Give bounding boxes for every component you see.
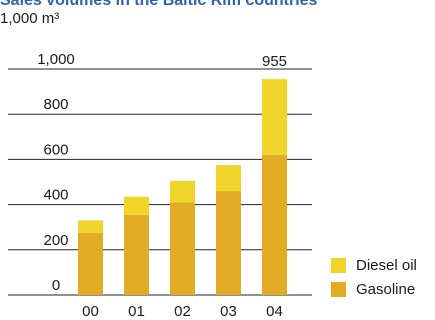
bar-diesel-04	[262, 79, 287, 155]
y-tick-label: 200	[43, 232, 68, 249]
legend-label-diesel-oil: Diesel oil	[356, 256, 417, 274]
x-tick-label: 00	[82, 303, 99, 320]
bar-diesel-01	[124, 196, 149, 215]
y-tick-label: 600	[43, 141, 68, 158]
legend-swatch-diesel-oil	[331, 257, 346, 273]
bar-diesel-02	[170, 180, 195, 203]
y-tick-label: 1,000	[37, 51, 75, 68]
legend-item-diesel-oil: Diesel oil	[331, 253, 417, 277]
unit-label: 1,000 m³	[0, 10, 60, 27]
x-tick-label: 01	[128, 303, 145, 320]
bar-gasoline-04	[262, 154, 287, 295]
data-labels: 955	[262, 53, 287, 70]
x-tick-label: 03	[220, 303, 237, 320]
legend-swatch-gasoline	[331, 281, 346, 297]
bar-gasoline-02	[170, 202, 195, 295]
x-labels: 00 01 02 03 04	[82, 303, 283, 320]
y-tick-label: 800	[43, 96, 68, 113]
data-label-04: 955	[262, 53, 287, 70]
bar-diesel-03	[216, 165, 241, 192]
legend-item-gasoline: Gasoline	[331, 277, 417, 301]
bar-gasoline-03	[216, 191, 241, 295]
y-tick-label: 400	[43, 187, 68, 204]
x-tick-label: 02	[174, 303, 191, 320]
bar-gasoline-00	[78, 232, 103, 295]
legend-label-gasoline: Gasoline	[356, 280, 416, 298]
y-tick-label: 0	[52, 277, 60, 294]
bar-gasoline-01	[124, 214, 149, 295]
bars	[78, 79, 287, 295]
x-tick-label: 04	[266, 303, 283, 320]
grid-lines	[8, 68, 312, 296]
bar-diesel-00	[78, 220, 103, 233]
chart-title: Sales volumes in the Baltic Rim countrie…	[0, 0, 318, 9]
legend: Diesel oil Gasoline	[331, 253, 417, 301]
tick-labels: 0 200 400 600 800 1,000	[37, 51, 75, 294]
